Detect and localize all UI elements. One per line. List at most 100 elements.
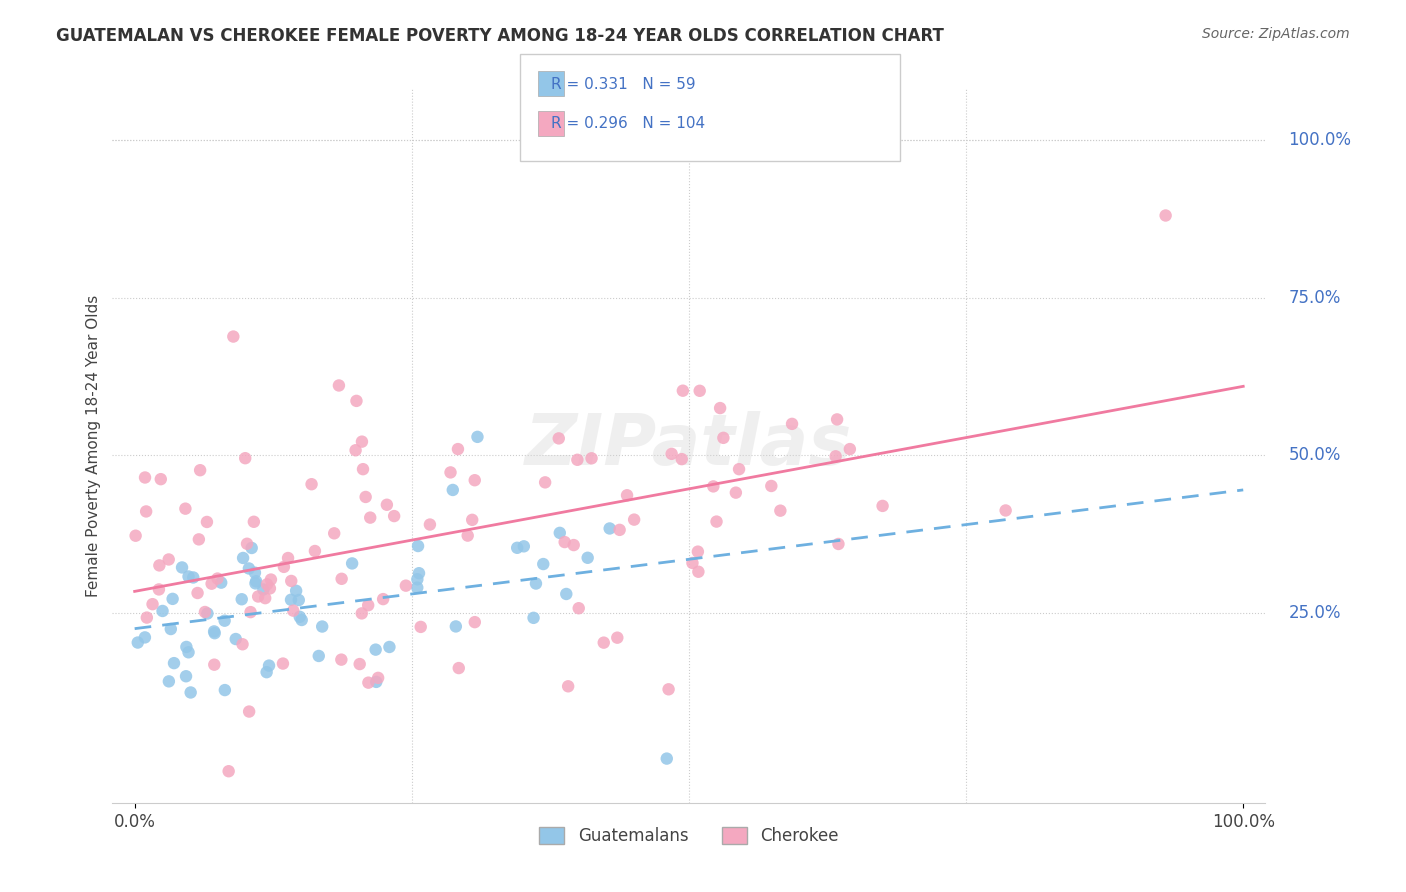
Point [562,538,585,552]
Point [162,591,184,606]
Point [159,622,181,636]
Point [371,592,394,607]
Point [256,665,278,680]
Point [671,452,693,467]
Point [354,490,377,504]
Point [197,607,219,621]
Point [340,557,363,571]
Point [238,561,260,575]
Point [531,557,554,571]
Point [174,669,197,683]
Point [406,539,429,553]
Point [256,577,278,591]
Point [419,517,441,532]
Point [761,479,783,493]
Point [187,586,209,600]
Point [599,521,621,535]
Point [728,462,751,476]
Point [357,675,380,690]
Point [194,605,217,619]
Point [238,705,260,719]
Point [655,751,678,765]
Point [288,593,311,607]
Point [592,635,614,649]
Point [994,503,1017,517]
Point [623,513,645,527]
Point [688,565,710,579]
Point [187,533,209,547]
Point [524,576,547,591]
Point [273,560,295,574]
Point [202,624,225,639]
Point [259,582,281,596]
Point [780,417,803,431]
Point [222,329,245,343]
Point [444,619,467,633]
Point [461,513,484,527]
Point [323,526,346,541]
Point [441,483,464,497]
Point [382,509,405,524]
Point [827,537,849,551]
Point [245,576,267,591]
Point [207,572,229,586]
Point [824,450,846,464]
Point [243,566,266,580]
Point [408,566,430,581]
Point [457,528,479,542]
Point [359,510,381,524]
Point [406,572,429,586]
Point [568,601,591,615]
Point [260,573,283,587]
Point [439,466,461,480]
Point [247,590,270,604]
Point [236,537,259,551]
Point [201,576,224,591]
Point [308,648,330,663]
Point [328,378,350,392]
Point [277,551,299,566]
Point [838,442,860,456]
Point [464,615,486,629]
Point [409,620,432,634]
Point [202,657,225,672]
Point [877,133,900,147]
Point [378,640,401,654]
Point [124,529,146,543]
Point [606,631,628,645]
Point [350,434,373,449]
Point [513,539,536,553]
Point [254,591,277,606]
Point [177,645,200,659]
Text: R = 0.331   N = 59: R = 0.331 N = 59 [551,78,696,92]
Point [195,515,218,529]
Legend: Guatemalans, Cherokee: Guatemalans, Cherokee [533,820,845,852]
Point [127,635,149,649]
Point [689,384,711,398]
Point [357,599,380,613]
Point [177,569,200,583]
Point [157,552,180,566]
Point [711,431,734,445]
Text: ZIPatlas: ZIPatlas [526,411,852,481]
Point [280,574,302,588]
Point [769,503,792,517]
Point [174,501,197,516]
Text: Source: ZipAtlas.com: Source: ZipAtlas.com [1202,27,1350,41]
Point [135,504,157,518]
Point [1154,209,1177,223]
Point [554,535,576,549]
Text: 100.0%: 100.0% [1288,131,1351,149]
Point [288,609,311,624]
Point [522,611,544,625]
Point [243,515,266,529]
Point [658,682,681,697]
Point [609,523,631,537]
Point [152,604,174,618]
Point [724,485,747,500]
Point [661,447,683,461]
Point [188,463,211,477]
Point [825,412,848,426]
Point [467,430,489,444]
Point [134,631,156,645]
